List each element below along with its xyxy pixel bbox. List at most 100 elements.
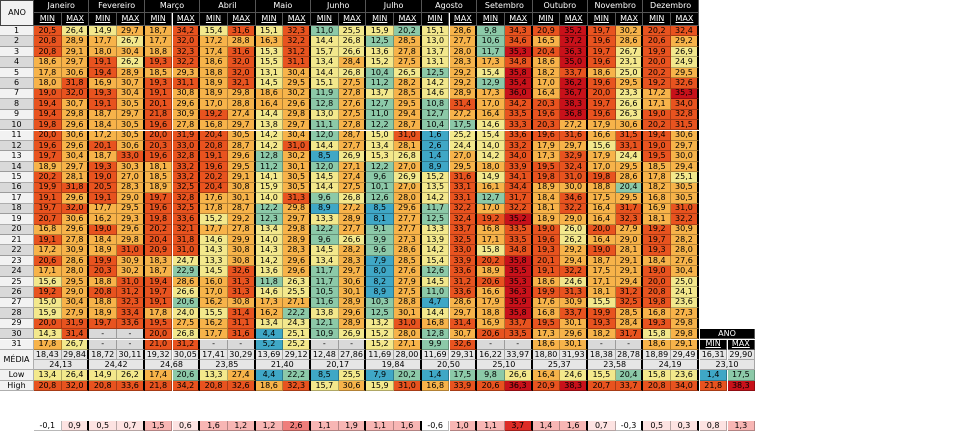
max-temp-cell: 32,4 (560, 161, 588, 173)
max-temp-cell: 26,4 (61, 26, 90, 37)
max-temp-cell: 29,8 (671, 329, 699, 340)
min-temp-cell: 19,9 (643, 46, 672, 58)
high-cell: 15,9 (366, 380, 395, 392)
min-temp-cell: 20,8 (200, 140, 228, 152)
min-temp-cell: 19,0 (643, 140, 672, 152)
min-temp-cell: 20,8 (34, 36, 62, 47)
max-temp-cell: 30,6 (338, 276, 367, 288)
min-temp-cell: 19,3 (588, 318, 616, 330)
min-temp-cell: 18,5 (144, 67, 173, 79)
min-temp-cell: 18,4 (89, 120, 118, 131)
min-temp-cell: 20,8 (34, 46, 62, 58)
diff-cell: 1,1 (311, 421, 339, 431)
min-temp-cell: 19,5 (643, 151, 672, 162)
diff-cell: -0,6 (421, 421, 450, 431)
max-temp-cell: 29,8 (61, 109, 90, 121)
max-temp-cell: 25,1 (671, 172, 699, 183)
max-temp-cell: 32,9 (560, 151, 588, 162)
month-header: Junho (311, 0, 367, 13)
min-temp-cell: 20,0 (643, 57, 672, 68)
min-temp-cell: 18,3 (144, 255, 173, 267)
min-temp-cell: 14,5 (200, 266, 228, 277)
max-temp-cell: 28,6 (394, 245, 422, 256)
min-temp-cell: 17,2 (643, 88, 672, 100)
day-label: 27 (0, 297, 34, 309)
min-temp-cell: 17,2 (200, 36, 228, 47)
min-temp-cell: - (200, 339, 228, 350)
min-temp-cell: 14,2 (421, 245, 450, 256)
max-temp-cell: 33,1 (615, 140, 644, 152)
max-temp-cell: 27,5 (338, 78, 367, 89)
max-temp-cell: 28,3 (338, 255, 367, 267)
max-temp-cell: 31,7 (615, 329, 644, 340)
max-temp-cell: 30,8 (227, 255, 256, 267)
max-temp-cell: 29,4 (560, 255, 588, 267)
min-temp-cell: 15,4 (477, 67, 505, 79)
min-temp-cell: 16,2 (200, 297, 228, 309)
max-header: MAX (172, 13, 201, 26)
min-temp-cell: 11,7 (421, 203, 450, 215)
min-temp-cell: 16,4 (477, 109, 505, 121)
max-temp-cell: 30,9 (61, 245, 90, 256)
high-cell: 33,7 (615, 380, 644, 392)
min-temp-cell: - (311, 339, 339, 350)
max-temp-cell: 27,3 (671, 308, 699, 319)
max-temp-cell: 30,8 (227, 182, 256, 194)
min-temp-cell: 18,1 (532, 203, 561, 215)
min-temp-cell: 14,3 (34, 329, 62, 340)
min-temp-cell: 19,7 (34, 151, 62, 162)
max-temp-cell: 29,6 (283, 255, 311, 267)
min-temp-cell: 17,7 (200, 329, 228, 340)
max-temp-cell: 30,7 (61, 99, 90, 110)
min-temp-cell: 11,8 (255, 276, 284, 288)
max-temp-cell: 30,6 (117, 140, 145, 152)
min-header: MIN (144, 13, 173, 26)
min-temp-cell: 13,1 (255, 67, 284, 79)
min-temp-cell: 15,7 (311, 46, 339, 58)
min-temp-cell: 19,4 (643, 130, 672, 141)
max-temp-cell: 30,9 (117, 255, 145, 267)
high-cell: 15,7 (311, 380, 339, 392)
min-temp-cell: 16,1 (477, 182, 505, 194)
media-avg-cell: 19,84 (366, 360, 422, 371)
max-temp-cell: 29,5 (394, 99, 422, 110)
min-temp-cell: 18,9 (532, 182, 561, 194)
min-header: MIN (421, 13, 450, 26)
max-temp-cell: 32,0 (227, 57, 256, 68)
min-temp-cell: 12,2 (255, 203, 284, 215)
min-temp-cell: 17,1 (34, 266, 62, 277)
min-temp-cell: 15,8 (643, 329, 672, 340)
min-temp-cell: 16,2 (255, 308, 284, 319)
max-temp-cell: 29,4 (394, 109, 422, 121)
max-temp-cell: 31,5 (671, 120, 699, 131)
max-temp-cell: 22,2 (283, 308, 311, 319)
max-temp-cell: 33,9 (449, 255, 478, 267)
low-cell: 24,6 (560, 370, 588, 381)
media-avg-cell: 25,10 (477, 360, 533, 371)
max-temp-cell: 23,6 (671, 297, 699, 309)
media-cell: 18,89 (643, 349, 672, 361)
min-temp-cell: 14,5 (421, 276, 450, 288)
max-temp-cell: 29,7 (283, 214, 311, 225)
max-temp-cell: 27,6 (338, 99, 367, 110)
min-temp-cell: 19,7 (643, 235, 672, 246)
max-temp-cell: 25,5 (283, 287, 311, 298)
min-temp-cell: 12,8 (421, 329, 450, 340)
max-temp-cell: 30,1 (560, 339, 588, 350)
media-avg-cell: 24,19 (643, 360, 699, 371)
min-temp-cell: 13,8 (255, 120, 284, 131)
max-temp-cell: 31,8 (172, 235, 201, 246)
min-temp-cell: 18,8 (200, 67, 228, 79)
max-temp-cell: 29,5 (615, 161, 644, 173)
min-temp-cell: 19,4 (144, 276, 173, 288)
day-label: 2 (0, 36, 34, 47)
min-temp-cell: 13,3 (421, 224, 450, 235)
max-temp-cell: 24,3 (283, 318, 311, 330)
media-cell: 19,32 (144, 349, 173, 361)
max-temp-cell: - (338, 339, 367, 350)
min-temp-cell: 14,6 (477, 120, 505, 131)
min-temp-cell: 13,6 (366, 46, 395, 58)
max-temp-cell: 30,1 (560, 318, 588, 330)
min-temp-cell: 12,0 (311, 130, 339, 141)
min-temp-cell: 13,9 (421, 235, 450, 246)
